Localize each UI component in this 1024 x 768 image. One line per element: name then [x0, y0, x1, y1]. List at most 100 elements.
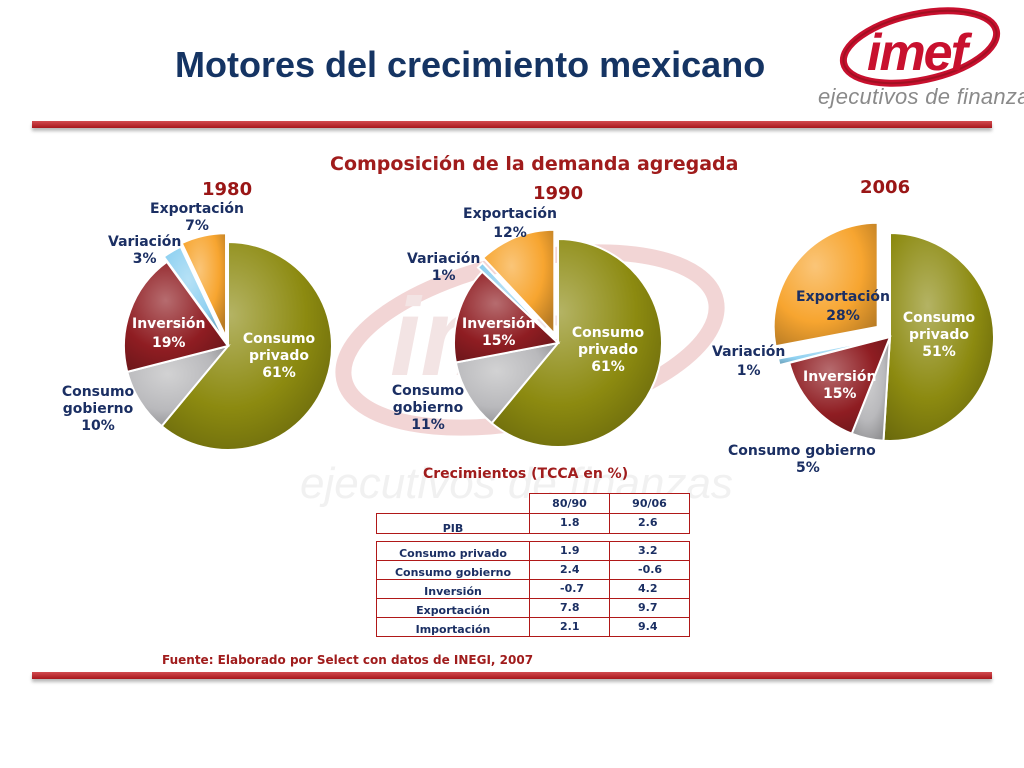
pie-1990-title: 1990 — [533, 183, 584, 204]
table-row-label-1: PIB — [376, 513, 530, 535]
table-cell-r5-c1-text: 7.8 — [560, 601, 580, 614]
pie-1980-label-consumo-privado: Consumo privado 61% — [238, 331, 320, 382]
table-header-col-1-text: 80/90 — [552, 497, 587, 510]
table-row-label-4-text: Inversión — [424, 585, 482, 598]
pie-1980-slice-variacion — [162, 245, 226, 342]
pie-1980-slice-inversion — [123, 260, 230, 374]
table-cell-r6-c1-text: 2.1 — [560, 620, 580, 633]
slice-value: 19% — [151, 335, 186, 351]
slice-value: 28% — [826, 308, 860, 324]
slice-name: Exportación — [150, 201, 244, 217]
slice-name: Consumo gobierno — [728, 443, 876, 459]
table-row-label-2: Consumo privado — [376, 541, 530, 561]
slice-value: 15% — [481, 333, 516, 349]
pie-2006-label-variacion: Variación 1% — [712, 343, 785, 381]
slice-name: Consumo gobierno — [61, 384, 135, 417]
slice-value: 15% — [822, 386, 857, 402]
slice-name: Consumo privado — [571, 325, 645, 358]
table-cell-r3-c1: 2.4 — [529, 560, 610, 580]
slice-value: 3% — [132, 251, 157, 267]
logo-tagline: ejecutivos de finanzas — [818, 84, 1024, 109]
pie-1980-title: 1980 — [202, 179, 253, 200]
slice-name: Consumo privado — [902, 310, 976, 343]
slice-name: Inversión — [462, 316, 536, 332]
pie-1980-label-consumo-gobierno: Consumo gobierno 10% — [58, 384, 138, 435]
table-cell-r5-c2-text: 9.7 — [638, 601, 658, 614]
slice-name: Variación — [712, 344, 786, 360]
table-cell-r5-c1: 7.8 — [529, 598, 610, 618]
table-cell-r4-c2: 4.2 — [609, 579, 690, 599]
top-divider — [32, 121, 992, 128]
table-cell-r1-c2: 2.6 — [609, 513, 690, 534]
pie-1990-slice-inversion — [453, 270, 561, 364]
pie-1980-label-inversion: Inversión 19% — [132, 315, 205, 353]
pie-1990-slice-consumo-gobierno — [454, 341, 561, 425]
pie-1990-label-exportacion: Exportación 12% — [463, 205, 557, 243]
table-cell-r2-c2: 3.2 — [609, 541, 690, 561]
table-row-label-2-text: Consumo privado — [399, 547, 507, 560]
table-row-label-5: Exportación — [376, 598, 530, 618]
table-cell-r2-c2-text: 3.2 — [638, 544, 658, 557]
table-cell-r3-c2-text: -0.6 — [638, 563, 663, 576]
table-row-label-3-text: Consumo gobierno — [394, 566, 512, 579]
pie-1990-slice-exportacion — [481, 228, 556, 337]
pie-2006-label-consumo-privado: Consumo privado 51% — [898, 310, 980, 361]
pie-1990-label-consumo-privado: Consumo privado 61% — [567, 325, 649, 376]
pie-2006-title: 2006 — [860, 177, 911, 198]
slice-value: 7% — [185, 218, 209, 234]
slice-value: 11% — [411, 417, 445, 433]
table-header-col-2-text: 90/06 — [632, 497, 667, 510]
slice-name: Exportación — [463, 206, 557, 222]
table-row-label-1-text: PIB — [442, 522, 464, 535]
slice-name: Variación — [407, 251, 481, 267]
slice-value: 5% — [796, 460, 820, 476]
slide-title: Motores del crecimiento mexicano — [175, 44, 766, 85]
slice-value: 1% — [431, 268, 456, 284]
pie-2006-slice-variacion — [776, 338, 881, 367]
table-row-label-6-text: Importación — [415, 623, 491, 636]
pie-1990-label-variacion: Variación 1% — [407, 251, 480, 285]
pie-2006-slice-exportacion — [772, 221, 879, 348]
pie-2006-slice-inversion — [788, 335, 892, 435]
table-cell-r1-c1: 1.8 — [529, 513, 610, 534]
slice-name: Inversión — [132, 316, 206, 332]
pie-1980-slice-exportacion — [180, 232, 228, 338]
pie-1980-slice-consumo-privado — [160, 240, 333, 451]
table-row-label-4: Inversión — [376, 579, 530, 599]
slice-name: Inversión — [803, 369, 877, 385]
table-row-label-6: Importación — [376, 617, 530, 637]
pie-1980-label-exportacion: Exportación 7% — [150, 201, 244, 235]
table-title: Crecimientos (TCCA en %) — [423, 466, 629, 482]
table-cell-r2-c1: 1.9 — [529, 541, 610, 561]
slice-value: 1% — [736, 363, 761, 379]
table-cell-r3-c2: -0.6 — [609, 560, 690, 580]
pie-1990-slice-variacion — [476, 261, 555, 340]
table-row-label-5-text: Exportación — [416, 604, 490, 617]
slice-value: 10% — [81, 418, 115, 434]
table-row-label-3: Consumo gobierno — [376, 560, 530, 580]
slice-value: 12% — [493, 225, 527, 241]
bottom-divider — [32, 672, 992, 679]
slice-name: Variación — [108, 234, 182, 250]
table-cell-r5-c2: 9.7 — [609, 598, 690, 618]
table-header-col-2: 90/06 — [609, 493, 690, 514]
table-cell-r3-c1-text: 2.4 — [560, 563, 580, 576]
chart-heading: Composición de la demanda agregada — [330, 153, 739, 175]
table-cell-r1-c2-text: 2.6 — [638, 516, 658, 529]
source-note: Fuente: Elaborado por Select con datos d… — [162, 653, 534, 667]
table-header-col-1: 80/90 — [529, 493, 610, 514]
pie-2006-label-inversion: Inversión 15% — [803, 369, 876, 403]
pie-2006-label-consumo-gobierno: Consumo gobierno 5% — [728, 443, 876, 477]
slice-value: 61% — [262, 365, 296, 381]
slice-name: Consumo privado — [242, 331, 316, 364]
table-cell-r2-c1-text: 1.9 — [560, 544, 580, 557]
slice-value: 61% — [591, 359, 625, 375]
slice-name: Consumo gobierno — [391, 383, 465, 416]
table-cell-r4-c2-text: 4.2 — [638, 582, 658, 595]
svg-text:imef: imef — [867, 24, 973, 82]
slice-name: Exportación — [796, 289, 890, 305]
table-cell-r1-c1-text: 1.8 — [560, 516, 580, 529]
table-cell-r6-c2-text: 9.4 — [638, 620, 658, 633]
pie-1990-slice-consumo-privado — [490, 237, 663, 448]
